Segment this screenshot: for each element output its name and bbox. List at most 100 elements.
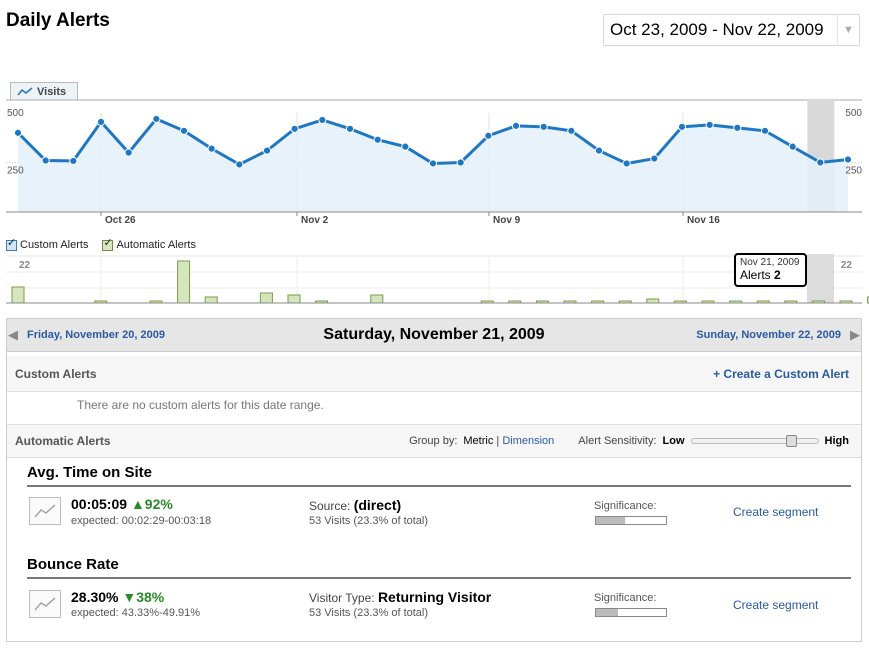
dimension-value: (direct): [353, 497, 402, 513]
data-point: [594, 146, 604, 155]
data-point: [816, 158, 825, 167]
metric-visits: 53 Visits (23.3% of total): [309, 607, 429, 619]
alert-bar: [867, 296, 869, 304]
alerts-bar-chart[interactable]: 22 22: [0, 254, 869, 306]
checkbox-icon[interactable]: ✓: [6, 236, 17, 251]
data-point: [705, 120, 714, 129]
tooltip-date: Nov 21, 2009: [740, 257, 800, 268]
data-point: [733, 123, 742, 132]
data-point: [622, 159, 631, 168]
data-point: [69, 156, 78, 166]
x-tick-label: Oct 26: [105, 215, 136, 226]
data-point: [235, 160, 244, 169]
metric-dimension: Visitor Type: Returning Visitor: [309, 589, 491, 605]
metric-title: Bounce Rate: [27, 556, 119, 573]
day-navigation: ◀ Friday, November 20, 2009 Saturday, No…: [6, 318, 862, 352]
alert-bar: [204, 296, 218, 304]
arrow-up-icon: ▲: [130, 496, 145, 512]
page-title: Daily Alerts: [6, 10, 110, 31]
create-segment-link[interactable]: Create segment: [733, 598, 819, 612]
metric-expected: expected: 00:02:29-00:03:18: [71, 515, 212, 527]
alerts-legend: ✓ Custom Alerts ✓ Automatic Alerts: [6, 236, 196, 251]
create-segment-link[interactable]: Create segment: [733, 505, 819, 519]
group-by-metric[interactable]: Metric: [463, 435, 494, 447]
data-point: [96, 117, 106, 127]
data-point: [401, 142, 410, 151]
legend-custom-label: Custom Alerts: [20, 239, 89, 251]
chevron-down-icon[interactable]: ▼: [837, 15, 859, 45]
alert-bar: [287, 294, 301, 304]
significance-bar: [595, 608, 667, 617]
date-range-picker[interactable]: Oct 23, 2009 - Nov 22, 2009 ▼: [603, 14, 860, 46]
alert-bar: [11, 286, 25, 304]
data-point: [539, 122, 548, 131]
metric-value: 00:05:09: [71, 496, 128, 512]
y-tick-label: 250: [7, 166, 24, 177]
alert-bar: [646, 298, 660, 304]
tooltip-alerts: Alerts 2: [740, 268, 801, 282]
significance-label: Significance:: [594, 592, 657, 604]
data-point: [843, 155, 853, 164]
sensitivity-label: Alert Sensitivity:: [578, 435, 657, 447]
data-point: [41, 156, 50, 165]
date-range-text: Oct 23, 2009 - Nov 22, 2009: [610, 20, 824, 39]
group-by-separator: |: [493, 435, 503, 447]
metric-divider: [27, 577, 851, 579]
data-point: [13, 128, 23, 137]
custom-alerts-header: Custom Alerts + Create a Custom Alert: [7, 356, 861, 392]
sensitivity-low: Low: [662, 435, 685, 447]
significance-fill: [596, 517, 626, 524]
tab-visits[interactable]: Visits: [10, 82, 78, 100]
sensitivity-slider[interactable]: [690, 435, 819, 447]
selected-day-band: [807, 254, 834, 303]
checkbox-icon[interactable]: ✓: [102, 236, 114, 251]
tooltip-alerts-label: Alerts: [740, 268, 771, 282]
alert-bar: [259, 292, 273, 304]
significance-bar: [595, 516, 667, 525]
sensitivity-high: High: [824, 435, 849, 447]
slider-handle[interactable]: [785, 435, 797, 447]
arrow-left-icon[interactable]: ◀: [8, 327, 18, 342]
metric-divider: [27, 485, 851, 487]
data-point: [456, 158, 465, 167]
automatic-alerts-header: Automatic Alerts Group by: Metric | Dime…: [7, 424, 861, 458]
alerts-tooltip: Nov 21, 2009 Alerts 2: [734, 253, 807, 287]
create-custom-alert-link[interactable]: + Create a Custom Alert: [713, 366, 849, 381]
x-tick-label: Nov 16: [687, 215, 720, 226]
prev-day-link[interactable]: Friday, November 20, 2009: [27, 329, 165, 341]
significance-fill: [596, 609, 619, 616]
dimension-value: Returning Visitor: [377, 589, 492, 605]
dimension-label: Visitor Type:: [309, 591, 375, 605]
sparkline-icon[interactable]: [29, 497, 61, 525]
significance-label: Significance:: [594, 500, 657, 512]
data-point: [511, 121, 521, 130]
sparkline-icon[interactable]: [29, 590, 61, 618]
current-day-title: Saturday, November 21, 2009: [323, 326, 545, 343]
custom-alerts-title: Custom Alerts: [15, 366, 97, 381]
line-chart-icon: [17, 86, 33, 95]
y-max-label: 22: [841, 260, 853, 271]
data-point: [207, 144, 216, 153]
group-by-dimension-link[interactable]: Dimension: [502, 435, 555, 447]
y-tick-label: 500: [7, 108, 24, 119]
arrow-right-icon[interactable]: ▶: [850, 327, 860, 342]
metric-value-row: 00:05:09 ▲92%: [71, 496, 173, 512]
data-point: [760, 126, 770, 135]
alert-bar: [370, 294, 384, 304]
x-tick-label: Nov 9: [493, 215, 521, 226]
metric-dimension: Source: (direct): [309, 497, 401, 513]
data-point: [318, 115, 327, 125]
legend-custom-alerts[interactable]: ✓ Custom Alerts: [6, 236, 89, 251]
data-point: [428, 159, 438, 168]
data-point: [179, 126, 189, 135]
next-day-link[interactable]: Sunday, November 22, 2009: [696, 329, 841, 341]
metric-visits: 53 Visits (23.3% of total): [309, 515, 429, 527]
metric-value-row: 28.30% ▼38%: [71, 589, 164, 605]
visits-chart[interactable]: 500 250 500 250 Oct 26 Nov 2 Nov 9 Nov 16: [0, 99, 869, 229]
group-by-label: Group by:: [409, 435, 458, 447]
legend-automatic-alerts[interactable]: ✓ Automatic Alerts: [102, 236, 196, 251]
data-point: [345, 124, 355, 133]
alert-bar: [177, 260, 191, 304]
alert-controls: Group by: Metric | Dimension Alert Sensi…: [409, 435, 849, 447]
y-max-label: 22: [19, 260, 31, 271]
